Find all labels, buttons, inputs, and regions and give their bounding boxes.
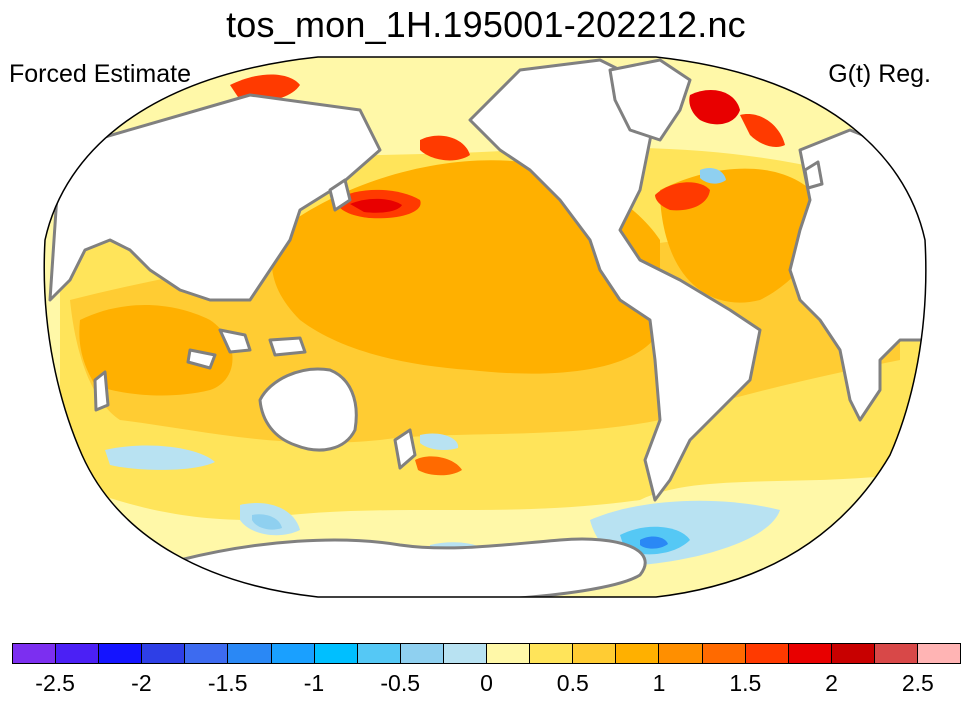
colorbar (12, 643, 961, 664)
island-newguinea (268, 336, 307, 357)
island-japan (328, 178, 352, 212)
colorbar-tick-label: -1 (303, 670, 325, 696)
colorbar-cell (702, 644, 746, 663)
land-group (48, 58, 926, 597)
colorbar-tick-label: 2.5 (901, 670, 934, 696)
island-uk (803, 160, 824, 190)
colorbar-tick-label: -2 (131, 670, 152, 696)
colorbar-cell (357, 644, 401, 663)
colorbar-cell (573, 644, 617, 663)
north-atlantic-hotspot (740, 114, 785, 147)
colorbar-cell (228, 644, 272, 663)
bering-hotspot (420, 135, 470, 161)
gulf-stream-hotspot (655, 182, 710, 211)
colorbar-cell (616, 644, 660, 663)
map-title: tos_mon_1H.195001-202212.nc (226, 4, 746, 45)
colorbar-cell (530, 644, 574, 663)
colorbar-tick-label: 1 (652, 670, 666, 696)
colorbar-cell (185, 644, 229, 663)
colorbar-tick-label: 0 (480, 670, 493, 696)
right-subtitle: G(t) Reg. (828, 60, 931, 88)
greenland-land (608, 58, 692, 142)
labrador-hotspot (689, 90, 740, 125)
colorbar-tick-label: 1.5 (729, 670, 762, 696)
indian-warm-core (79, 305, 233, 396)
colorbar-tick-label: 0.5 (556, 670, 589, 696)
kuroshio-peak (350, 198, 402, 213)
tasman-hotspot (415, 456, 462, 476)
colorbar-cell (443, 644, 488, 663)
australia-land (258, 367, 358, 452)
colorbar-cell (142, 644, 186, 663)
colorbar-cell (271, 644, 315, 663)
colorbar-cell (314, 644, 358, 663)
colorbar-tick-label: -0.5 (380, 670, 421, 696)
island-sumatra (186, 348, 217, 370)
colorbar-cell (56, 644, 100, 663)
eurasia-west-land (48, 93, 382, 302)
colorbar-cell (13, 644, 57, 663)
colorbar-cell (745, 644, 789, 663)
colorbar-cell (400, 644, 444, 663)
island-newzealand (393, 428, 417, 470)
colorbar-cell (487, 644, 531, 663)
colorbar-tick-label: -2.5 (35, 670, 75, 696)
colorbar-tick-label: 2 (825, 670, 838, 696)
weddell-cool-peak (640, 536, 668, 549)
colorbar-cell (831, 644, 875, 663)
left-subtitle: Forced Estimate (9, 60, 192, 88)
colorbar-tick-label: -1.5 (207, 670, 248, 696)
island-borneo (218, 328, 252, 354)
tasman-cool-patch (420, 433, 459, 451)
south-ocean-cool-core-a (252, 514, 282, 530)
americas-land (468, 58, 762, 502)
colorbar-cell (99, 644, 143, 663)
colorbar-labels: -2.5 -2 -1.5 -1 -0.5 0 0.5 1 1.5 2 2.5 (0, 670, 972, 700)
island-madagascar (93, 370, 110, 412)
globe-outline (43, 56, 927, 598)
antarctica-land (176, 537, 647, 597)
colorbar-cell (659, 644, 703, 663)
south-indian-cool-patch (105, 445, 215, 470)
colorbar-cell (788, 644, 832, 663)
labrador-cold-spot (700, 168, 726, 184)
colorbar-cell (874, 644, 918, 663)
colorbar-cell (917, 644, 961, 663)
